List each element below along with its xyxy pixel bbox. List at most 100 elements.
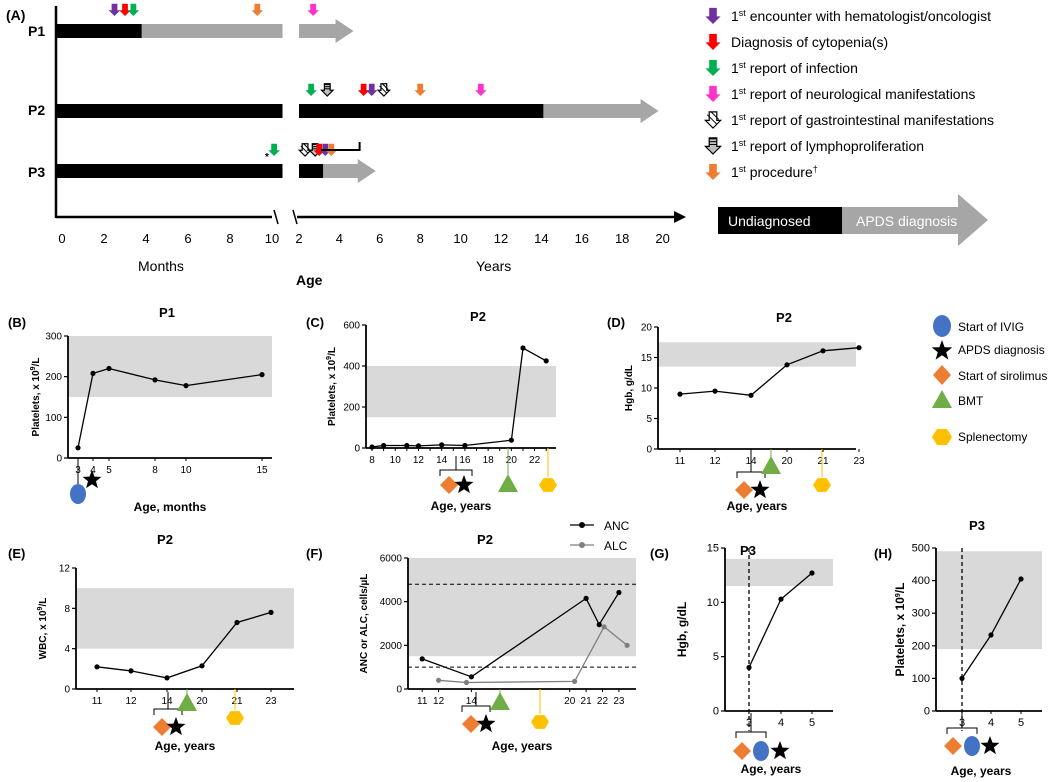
alc-legend-label: ALC [604,539,628,553]
infection-arrow [127,3,140,16]
encounter-arrow [108,3,121,16]
y-tick-label: 15 [641,353,653,364]
data-point [508,437,514,443]
x-tick-label: 18 [483,455,495,466]
x-tick-label: 15 [256,465,268,476]
event-encounter-p1 [108,3,121,16]
x-axis-title: Age, years [951,764,1012,778]
data-point [583,595,589,602]
x-tick-label: 8 [369,455,375,466]
y-tick-label: 300 [45,332,62,343]
normal-range-band [367,366,556,418]
timeline-patient-label-p3: P3 [28,164,45,180]
gi-arrow-hatch [303,143,310,150]
legend-neuro-label: 1st report of neurological manifestation… [731,86,975,102]
axis-break-mark [292,209,298,225]
hexagon-icon [539,478,557,492]
triangle-icon [761,456,781,474]
data-point [199,663,205,669]
x-tick-label: 10 [180,465,192,476]
neuro-arrow [475,83,487,96]
y-tick-label: 300 [912,608,930,620]
legend-sirolimus-label: Start of sirolimus [958,369,1047,383]
x-tick-label: 20 [506,455,518,466]
normal-range-band [77,588,294,649]
months-axis-title: Months [138,258,184,274]
legend-neuro-arrow [705,85,721,102]
legend-lymph-arrow [703,137,723,155]
diamond-icon [733,742,751,760]
anc-alc-legend: ANC ALC [570,519,630,553]
x-tick-label: 20 [564,696,576,707]
months-tick-label: 4 [142,231,149,246]
neuro-arrow [307,3,319,16]
years-tick-label: 4 [336,231,343,246]
series-line-hgb [679,347,860,396]
y-tick-label: 600 [343,321,360,332]
x-tick-label: 10 [390,455,402,466]
data-point [1018,576,1024,582]
ivig-icon [70,484,86,504]
y-tick-label: 100 [912,673,930,685]
event-encounter-p2 [365,83,378,96]
age-axis-title: Age [296,272,323,288]
data-point [809,570,815,576]
normal-range-band [409,558,636,657]
data-point [152,377,158,383]
apds-arrow-years [323,159,376,183]
chart-title: P3 [969,518,985,533]
years-tick-label: 14 [534,231,548,246]
data-point [959,675,965,682]
data-point [415,443,422,449]
y-tick-label: 0 [354,444,360,455]
event-legend-items: 1st encounter with hematologist/oncologi… [703,7,994,180]
undiagnosed-key-label: Undiagnosed [728,213,811,229]
data-point [75,445,81,451]
normal-range-band [69,336,272,397]
data-point [268,609,274,616]
data-point [94,664,100,670]
chart-c-platelets-p2: 0 200 400 600 8 10 12 14 16 18 20 22 (C) P2 Age, years… [306,309,557,513]
x-axis-title: Age, years [741,762,802,776]
data-point [677,391,683,397]
infection-asterisk: * [265,152,269,163]
axis-break-mark [273,209,279,225]
y-axis-title: Hgb, g/dL [624,365,635,411]
x-tick-label: 12 [433,696,445,707]
x-tick-label: 4 [90,465,96,476]
x-tick-label: 21 [817,456,829,467]
diamond-icon [462,715,480,733]
x-axis-title: Age, years [155,739,216,753]
diamond-icon [153,718,171,736]
undiagnosed-key-bar [718,207,842,234]
y-tick-label: 12 [59,564,71,575]
data-point [572,678,578,685]
y-axis-title: Platelets, x 109/L [30,358,42,437]
encounter-arrow [365,83,378,96]
data-point [436,677,442,683]
event-infection-p3 [268,143,280,156]
hexagon-icon [932,429,952,445]
panel-label: (D) [607,315,625,330]
data-point [404,442,410,449]
triangle-icon [177,693,197,711]
lymph-arrow-outline [703,137,723,155]
apds-diagnosis-key-arrow [842,194,988,246]
x-axis-title: Age, years [431,499,492,513]
data-point [128,668,134,674]
months-tick-label: 8 [226,231,233,246]
y-tick-label: 100 [45,413,62,424]
x-tick-label: 23 [265,696,277,707]
timeline-axis-ticks: 0 2 4 6 8 10 2 4 6 8 10 12 14 16 18 20 [58,231,669,246]
years-axis-title: Years [476,258,511,274]
legend-encounter-label: 1st encounter with hematologist/oncologi… [731,8,991,24]
diagnosis-arrow [119,3,131,16]
x-tick-label: 14 [161,696,173,707]
procedure-arrow [414,83,426,96]
data-point [601,624,607,630]
apds-bar-months [141,24,283,38]
event-procedure-p1 [251,3,264,16]
gi-arrow-hatch [379,85,388,94]
x-tick-label: 11 [675,456,686,467]
apds-arrow-years [543,99,659,123]
